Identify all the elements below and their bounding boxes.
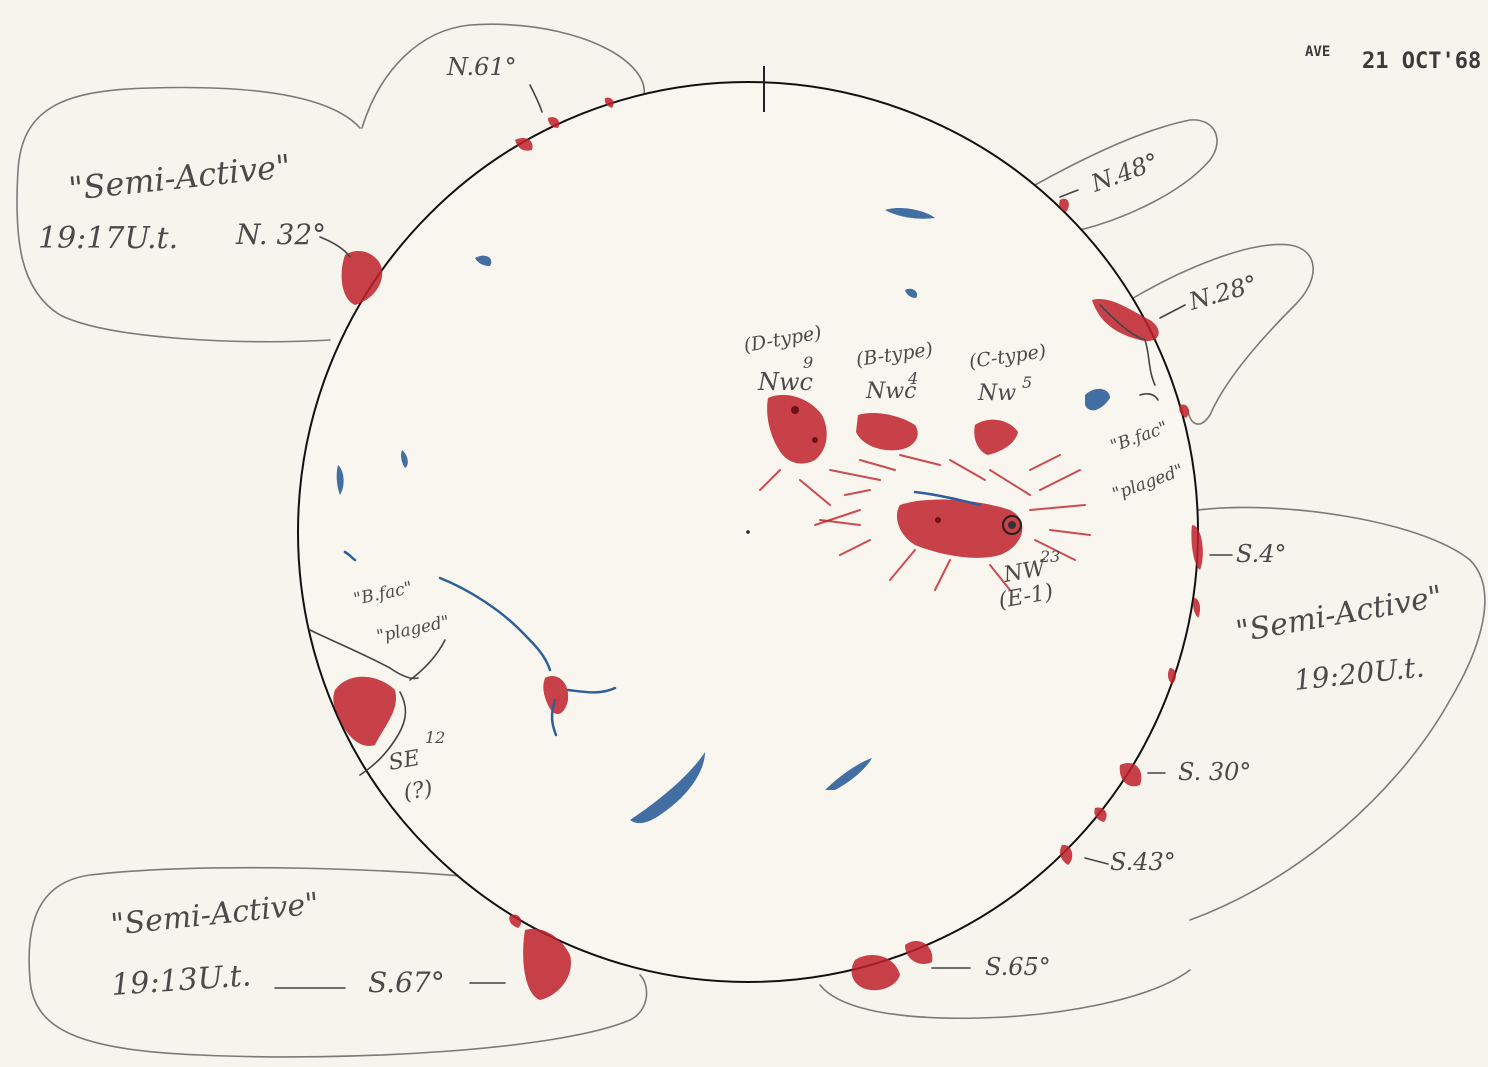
disk-center <box>746 530 750 534</box>
region-nw5-name: Nw <box>977 381 1016 406</box>
label-s67: S.67° <box>368 966 445 999</box>
callout-sw-title: "Semi-Active" <box>109 886 320 943</box>
label-s43: S.43° <box>1110 848 1176 876</box>
active-region-nwc9 <box>767 394 827 464</box>
callout-balloon-sw <box>28 866 648 1058</box>
callout-balloon-n48 <box>1034 119 1218 231</box>
observer-stamp: AVE <box>1305 44 1330 60</box>
limb-plage <box>333 97 1203 1000</box>
callout-se-time: 19:20U.t. <box>1292 650 1426 696</box>
label-n32: N. 32° <box>235 218 326 251</box>
callout-balloon-n28 <box>1129 243 1314 425</box>
active-region-nw23 <box>896 499 1023 558</box>
region-nw23-num: 23 <box>1039 547 1060 566</box>
label-n48: N.48° <box>1087 148 1163 198</box>
region-nwc9-name: Nwc <box>757 368 813 396</box>
label-n61: N.61° <box>446 53 517 81</box>
leader-lines <box>274 84 1233 989</box>
callout-nw-title: "Semi-Active" <box>67 147 293 208</box>
callout-balloon-se <box>1189 506 1486 921</box>
filaments <box>336 207 1110 824</box>
callout-se-title: "Semi-Active" <box>1233 579 1445 650</box>
label-n28: N.28° <box>1185 270 1261 316</box>
label-s65: S.65° <box>985 953 1051 981</box>
region-se12-num: 12 <box>425 728 445 747</box>
region-nw5-num: 5 <box>1022 373 1032 392</box>
active-region-nwc4 <box>856 413 918 451</box>
active-region-nw5 <box>974 419 1018 455</box>
region-nwc4-name: Nwc <box>865 379 916 404</box>
callout-balloon-nw <box>16 86 361 343</box>
label-s30: S. 30° <box>1178 758 1251 786</box>
region-nwc9-num: 9 <box>803 353 813 372</box>
callout-balloon-n61 <box>361 23 646 129</box>
callout-nw-time: 19:17U.t. <box>38 221 178 256</box>
region-nwc4-num: 4 <box>907 369 918 388</box>
label-s4: S.4° <box>1236 540 1286 568</box>
region-label-se12: SE 12 (?) <box>387 728 446 806</box>
callout-sw-time: 19:13U.t. <box>110 958 252 1003</box>
date-stamp: 21 OCT'68 <box>1362 49 1481 74</box>
region-se12-name: SE <box>387 746 422 776</box>
region-se12-note: (?) <box>402 776 435 806</box>
plage-fibrils <box>759 454 1091 591</box>
callout-balloon-s65 <box>819 969 1191 1020</box>
